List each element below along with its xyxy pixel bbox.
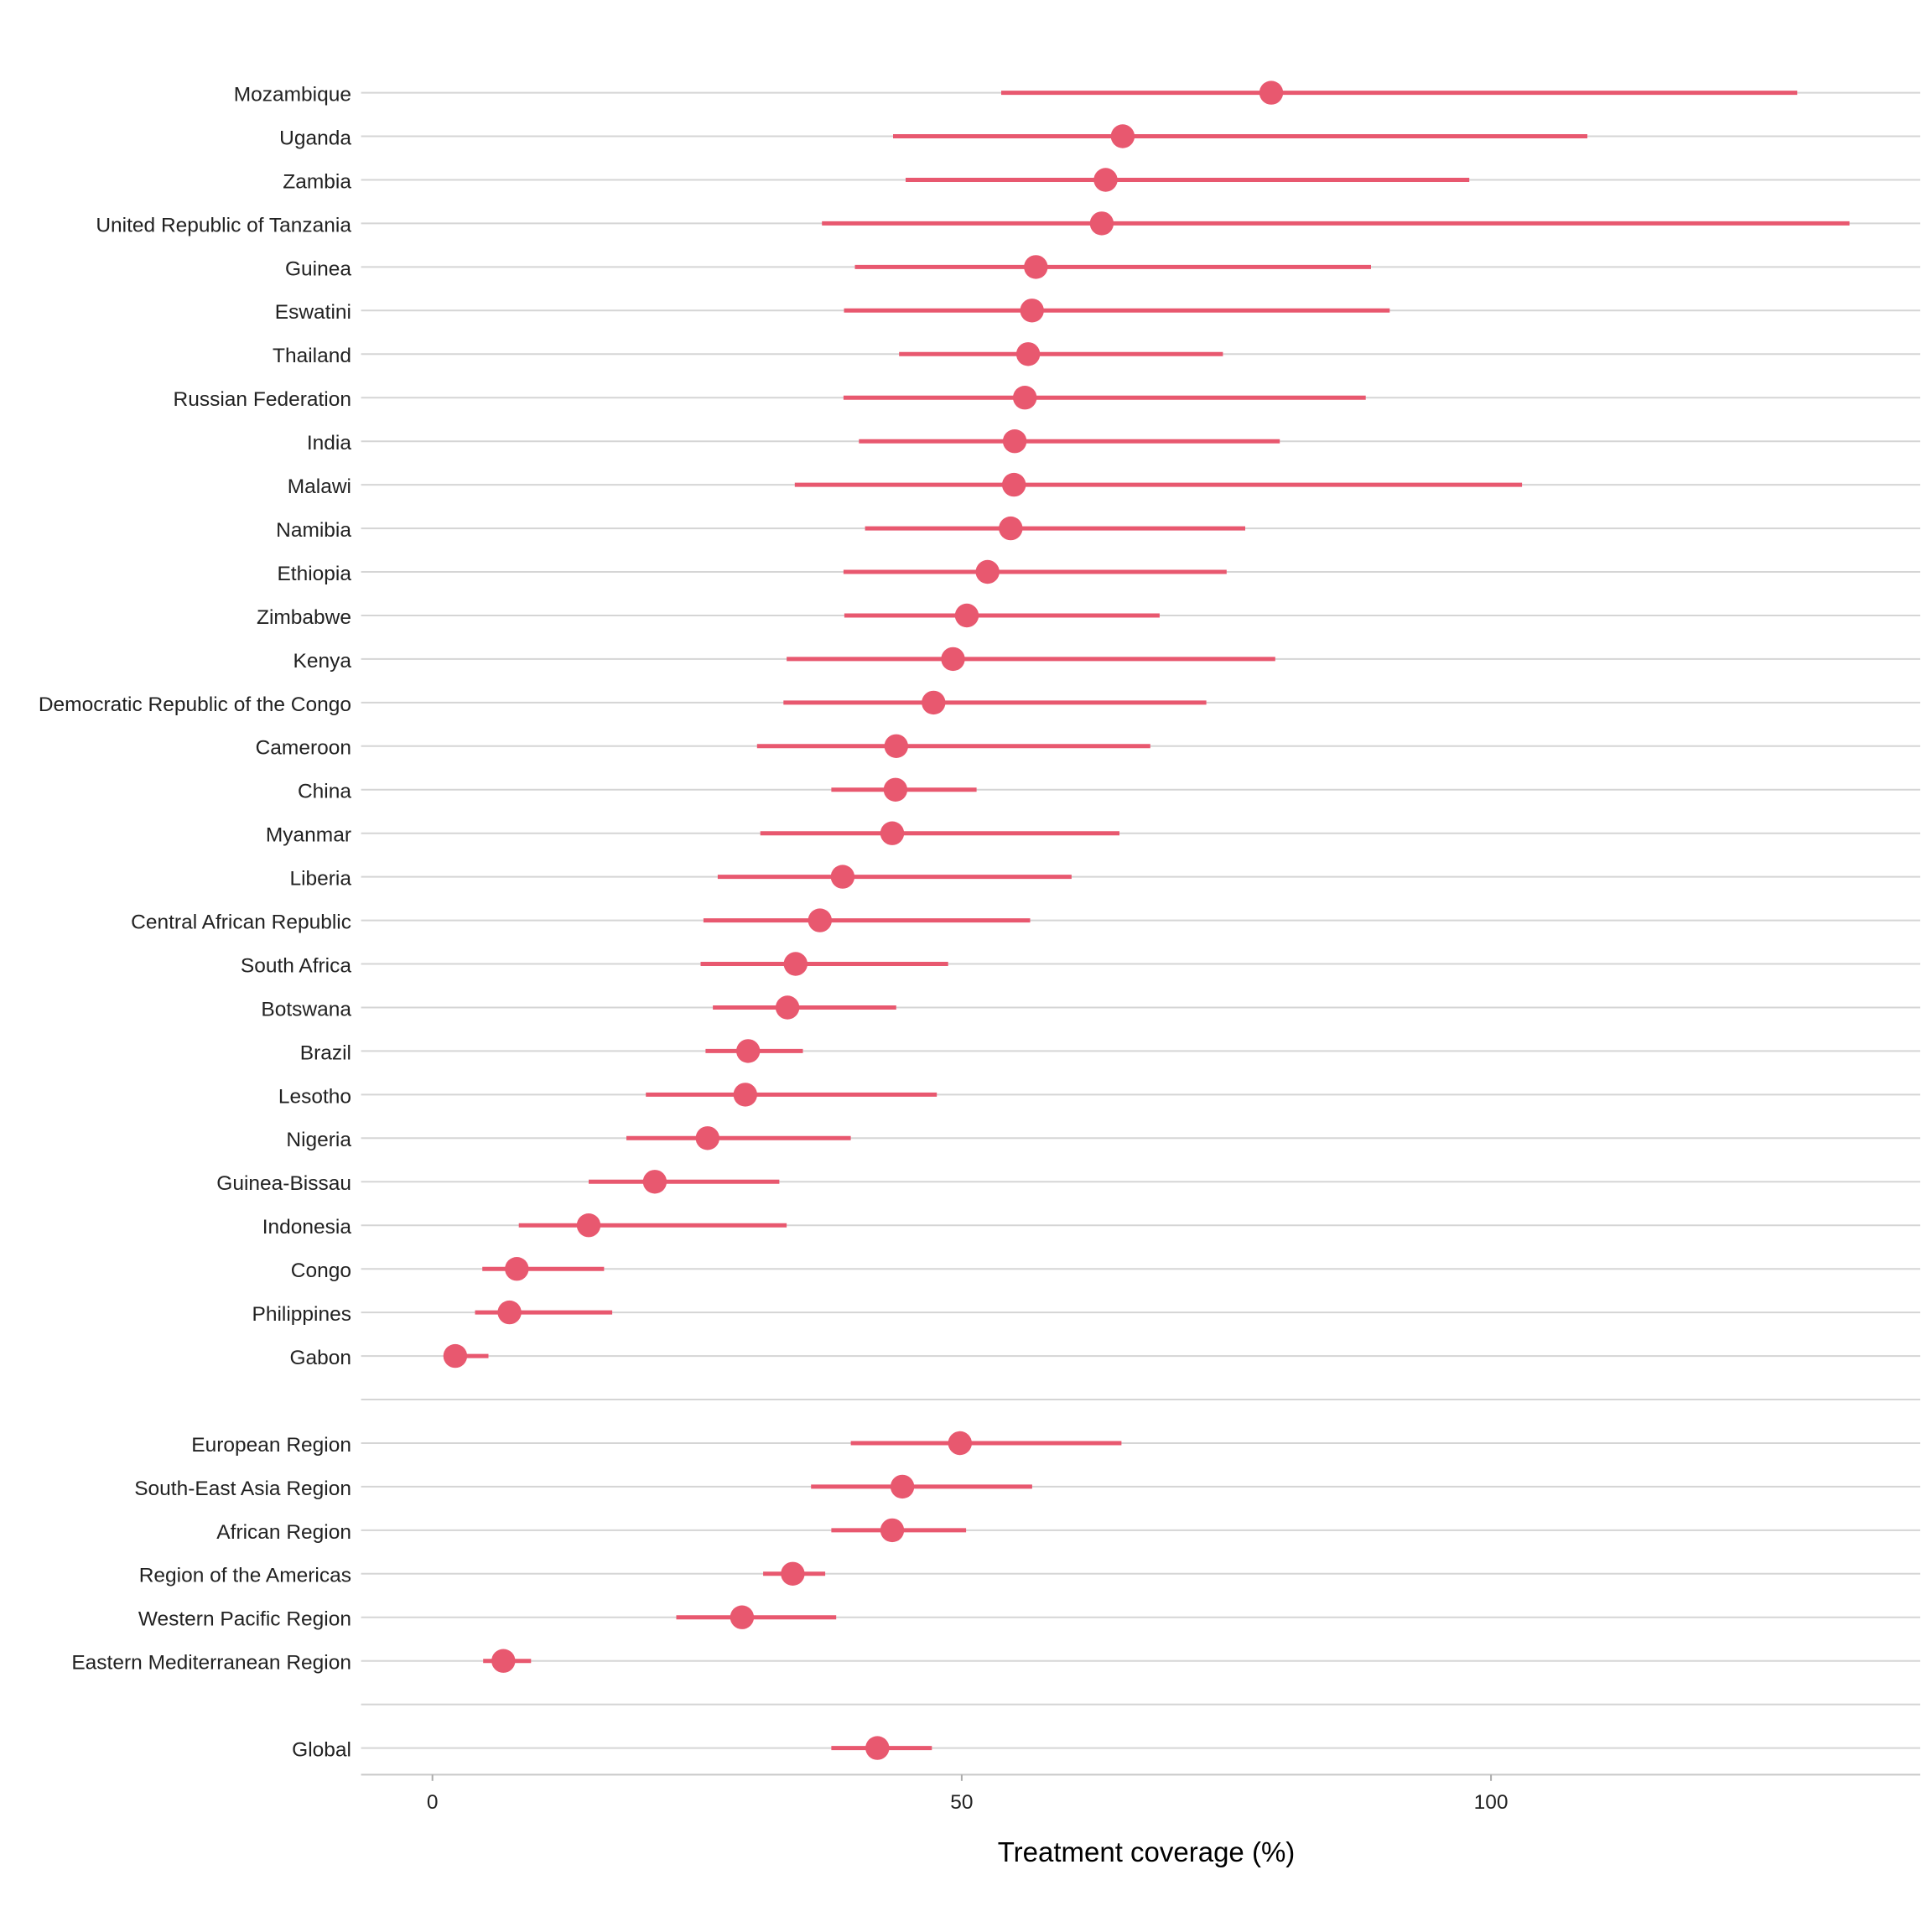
svg-text:Philippines: Philippines	[252, 1303, 352, 1326]
svg-text:Democratic Republic of the Con: Democratic Republic of the Congo	[39, 693, 351, 716]
svg-text:0: 0	[427, 1791, 439, 1814]
svg-text:Thailand: Thailand	[273, 345, 351, 367]
svg-text:Treatment coverage (%): Treatment coverage (%)	[998, 1836, 1296, 1867]
svg-text:Indonesia: Indonesia	[262, 1216, 352, 1239]
svg-text:United Republic of Tanzania: United Republic of Tanzania	[96, 214, 351, 236]
svg-text:Gabon: Gabon	[289, 1347, 351, 1369]
svg-text:Botswana: Botswana	[261, 998, 351, 1021]
svg-text:Nigeria: Nigeria	[286, 1129, 351, 1151]
svg-text:European Region: European Region	[191, 1434, 351, 1457]
svg-text:Myanmar: Myanmar	[266, 824, 351, 847]
svg-text:Uganda: Uganda	[279, 127, 351, 149]
svg-text:Kenya: Kenya	[293, 650, 352, 673]
svg-text:Eastern Mediterranean Region: Eastern Mediterranean Region	[71, 1652, 351, 1675]
svg-text:Western Pacific Region: Western Pacific Region	[138, 1608, 351, 1631]
svg-text:Central African Republic: Central African Republic	[131, 911, 351, 934]
svg-text:Liberia: Liberia	[289, 868, 351, 891]
svg-text:India: India	[307, 432, 352, 454]
svg-text:Eswatini: Eswatini	[275, 301, 351, 324]
svg-text:Zimbabwe: Zimbabwe	[257, 606, 351, 629]
svg-text:China: China	[298, 781, 351, 803]
svg-text:100: 100	[1474, 1791, 1509, 1814]
svg-text:Ethiopia: Ethiopia	[277, 563, 351, 585]
svg-text:African Region: African Region	[216, 1521, 351, 1544]
svg-text:Guinea-Bissau: Guinea-Bissau	[216, 1172, 351, 1195]
svg-text:Global: Global	[292, 1739, 351, 1762]
svg-text:Congo: Congo	[291, 1259, 351, 1282]
svg-text:Russian Federation: Russian Federation	[174, 388, 351, 411]
svg-text:Mozambique: Mozambique	[234, 84, 351, 106]
svg-text:South Africa: South Africa	[241, 954, 351, 977]
svg-text:Brazil: Brazil	[300, 1041, 351, 1064]
svg-text:Malawi: Malawi	[288, 475, 351, 498]
svg-text:Namibia: Namibia	[276, 519, 351, 542]
svg-text:Cameroon: Cameroon	[256, 737, 351, 760]
svg-text:Region of the Americas: Region of the Americas	[139, 1565, 351, 1587]
svg-text:Zambia: Zambia	[283, 170, 351, 193]
svg-text:Lesotho: Lesotho	[278, 1085, 351, 1108]
svg-text:50: 50	[950, 1791, 973, 1814]
svg-text:Guinea: Guinea	[285, 257, 351, 280]
svg-text:South-East Asia Region: South-East Asia Region	[134, 1478, 351, 1500]
